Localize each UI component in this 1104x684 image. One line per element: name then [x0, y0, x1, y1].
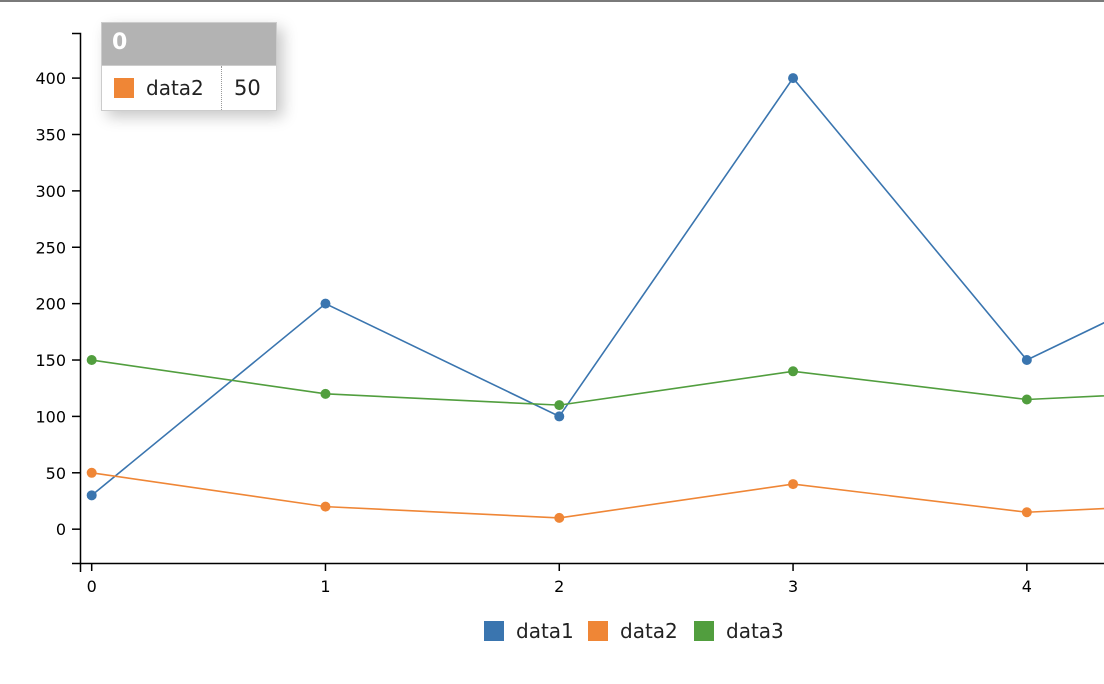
x-axis: 0 1 2 3 4: [79, 562, 1104, 596]
x-tick-label: 4: [1022, 577, 1032, 596]
data-point-data1: [1021, 355, 1032, 366]
legend-label: data2: [620, 619, 678, 643]
x-tick-label: 3: [788, 577, 798, 596]
series-line-data2: [91, 471, 1104, 519]
legend-label: data1: [516, 619, 574, 643]
tooltip-series-name: data2: [146, 76, 204, 100]
data-point-data2: [320, 501, 331, 512]
legend-item-data3: data3: [694, 619, 784, 643]
series-data2: [86, 467, 1104, 523]
data-point-data2: [86, 467, 97, 478]
y-axis-line: [72, 32, 82, 565]
x-tick-label: 0: [87, 577, 97, 596]
legend-item-data1: data1: [484, 619, 574, 643]
data-point-data3: [554, 400, 565, 411]
series-data1: [86, 73, 1104, 501]
y-tick-label: 100: [35, 407, 66, 426]
top-border: [0, 0, 1104, 2]
data-point-data2: [1021, 507, 1032, 518]
y-tick-label: 350: [35, 125, 66, 144]
legend-swatch: [694, 621, 714, 641]
tooltip-value: 50: [234, 76, 261, 100]
x-tick-label: 2: [554, 577, 564, 596]
legend: data1 data2 data3: [484, 619, 784, 643]
data-point-data1: [86, 490, 97, 501]
x-tick-label: 1: [320, 577, 330, 596]
data-point-data1: [788, 73, 799, 84]
data-point-data1: [320, 298, 331, 309]
tooltip-row: data2 50: [102, 65, 276, 110]
data-point-data3: [1021, 394, 1032, 405]
series-line-data1: [91, 76, 1104, 496]
data-point-data3: [86, 355, 97, 366]
data-point-data2: [788, 479, 799, 490]
y-tick-label: 0: [56, 520, 66, 539]
legend-item-data2: data2: [588, 619, 678, 643]
legend-swatch: [588, 621, 608, 641]
series-layer: [86, 73, 1104, 523]
tooltip: 0 data2 50: [101, 22, 277, 111]
tooltip-title: 0: [102, 23, 276, 65]
tooltip-series: data2: [102, 66, 222, 110]
legend-label: data3: [726, 619, 784, 643]
x-axis-line: [79, 562, 1104, 572]
y-axis: 0 50 100 150 200 250 300 350 400: [35, 32, 82, 565]
y-tick-label: 150: [35, 351, 66, 370]
series-data3: [86, 355, 1104, 411]
data-point-data3: [788, 366, 799, 377]
data-point-data3: [320, 388, 331, 399]
series-line-data3: [91, 359, 1104, 406]
y-tick-label: 200: [35, 295, 66, 314]
legend-swatch: [484, 621, 504, 641]
data-point-data2: [554, 512, 565, 523]
y-tick-label: 250: [35, 238, 66, 257]
y-tick-label: 50: [46, 464, 66, 483]
y-tick-label: 300: [35, 182, 66, 201]
data-point-data1: [554, 411, 565, 422]
tooltip-swatch: [114, 78, 134, 98]
y-tick-label: 400: [35, 69, 66, 88]
